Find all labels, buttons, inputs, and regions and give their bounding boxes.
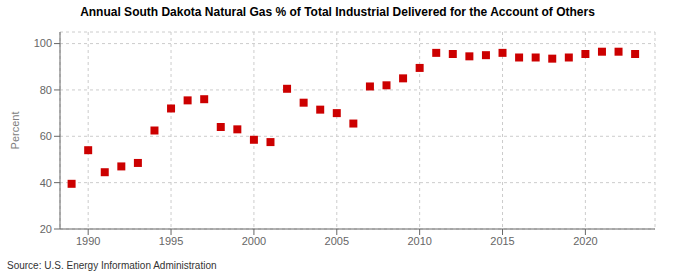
svg-text:Percent: Percent: [9, 112, 21, 150]
svg-text:60: 60: [40, 130, 52, 142]
html-text:Source: U.S. Energy Informatio: Source: U.S. Energy Information Administ…: [7, 260, 217, 271]
svg-text:2020: 2020: [573, 235, 597, 247]
svg-text:20: 20: [40, 223, 52, 235]
html-text:Annual South Dakota Natural Ga: Annual South Dakota Natural Gas % of Tot…: [80, 5, 595, 19]
svg-text:1990: 1990: [76, 235, 100, 247]
svg-text:1995: 1995: [159, 235, 183, 247]
svg-text:2010: 2010: [407, 235, 431, 247]
svg-text:40: 40: [40, 177, 52, 189]
svg-text:2015: 2015: [490, 235, 514, 247]
svg-text:2005: 2005: [325, 235, 349, 247]
svg-text:80: 80: [40, 84, 52, 96]
svg-text:2000: 2000: [242, 235, 266, 247]
svg-text:100: 100: [34, 37, 52, 49]
